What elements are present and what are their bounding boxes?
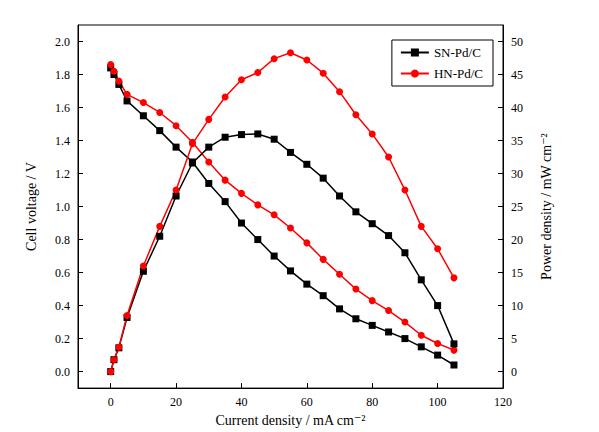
svg-text:2.0: 2.0 [55, 35, 70, 49]
svg-text:20: 20 [511, 233, 523, 247]
svg-text:5: 5 [511, 332, 517, 346]
svg-text:Current density / mA cm⁻²: Current density / mA cm⁻² [215, 413, 365, 428]
svg-text:15: 15 [511, 266, 523, 280]
svg-text:1.6: 1.6 [55, 101, 70, 115]
svg-text:SN-Pd/C: SN-Pd/C [434, 45, 481, 60]
svg-text:40: 40 [235, 395, 247, 409]
svg-text:1.0: 1.0 [55, 200, 70, 214]
svg-text:80: 80 [366, 395, 378, 409]
svg-text:120: 120 [494, 395, 512, 409]
svg-text:0.0: 0.0 [55, 365, 70, 379]
svg-text:Power density / mW cm⁻²: Power density / mW cm⁻² [539, 133, 554, 280]
svg-text:Cell voltage / V: Cell voltage / V [24, 162, 39, 251]
svg-text:25: 25 [511, 200, 523, 214]
svg-text:45: 45 [511, 68, 523, 82]
svg-text:HN-Pd/C: HN-Pd/C [434, 66, 483, 81]
svg-text:35: 35 [511, 134, 523, 148]
svg-text:1.8: 1.8 [55, 68, 70, 82]
svg-text:0.8: 0.8 [55, 233, 70, 247]
svg-text:0: 0 [108, 395, 114, 409]
svg-text:40: 40 [511, 101, 523, 115]
svg-text:20: 20 [170, 395, 182, 409]
svg-text:0: 0 [511, 365, 517, 379]
svg-text:1.2: 1.2 [55, 167, 70, 181]
svg-text:100: 100 [429, 395, 447, 409]
svg-text:30: 30 [511, 167, 523, 181]
svg-text:0.6: 0.6 [55, 266, 70, 280]
svg-text:10: 10 [511, 299, 523, 313]
svg-text:1.4: 1.4 [55, 134, 70, 148]
svg-text:0.2: 0.2 [55, 332, 70, 346]
svg-text:50: 50 [511, 35, 523, 49]
svg-text:60: 60 [301, 395, 313, 409]
svg-text:0.4: 0.4 [55, 299, 70, 313]
